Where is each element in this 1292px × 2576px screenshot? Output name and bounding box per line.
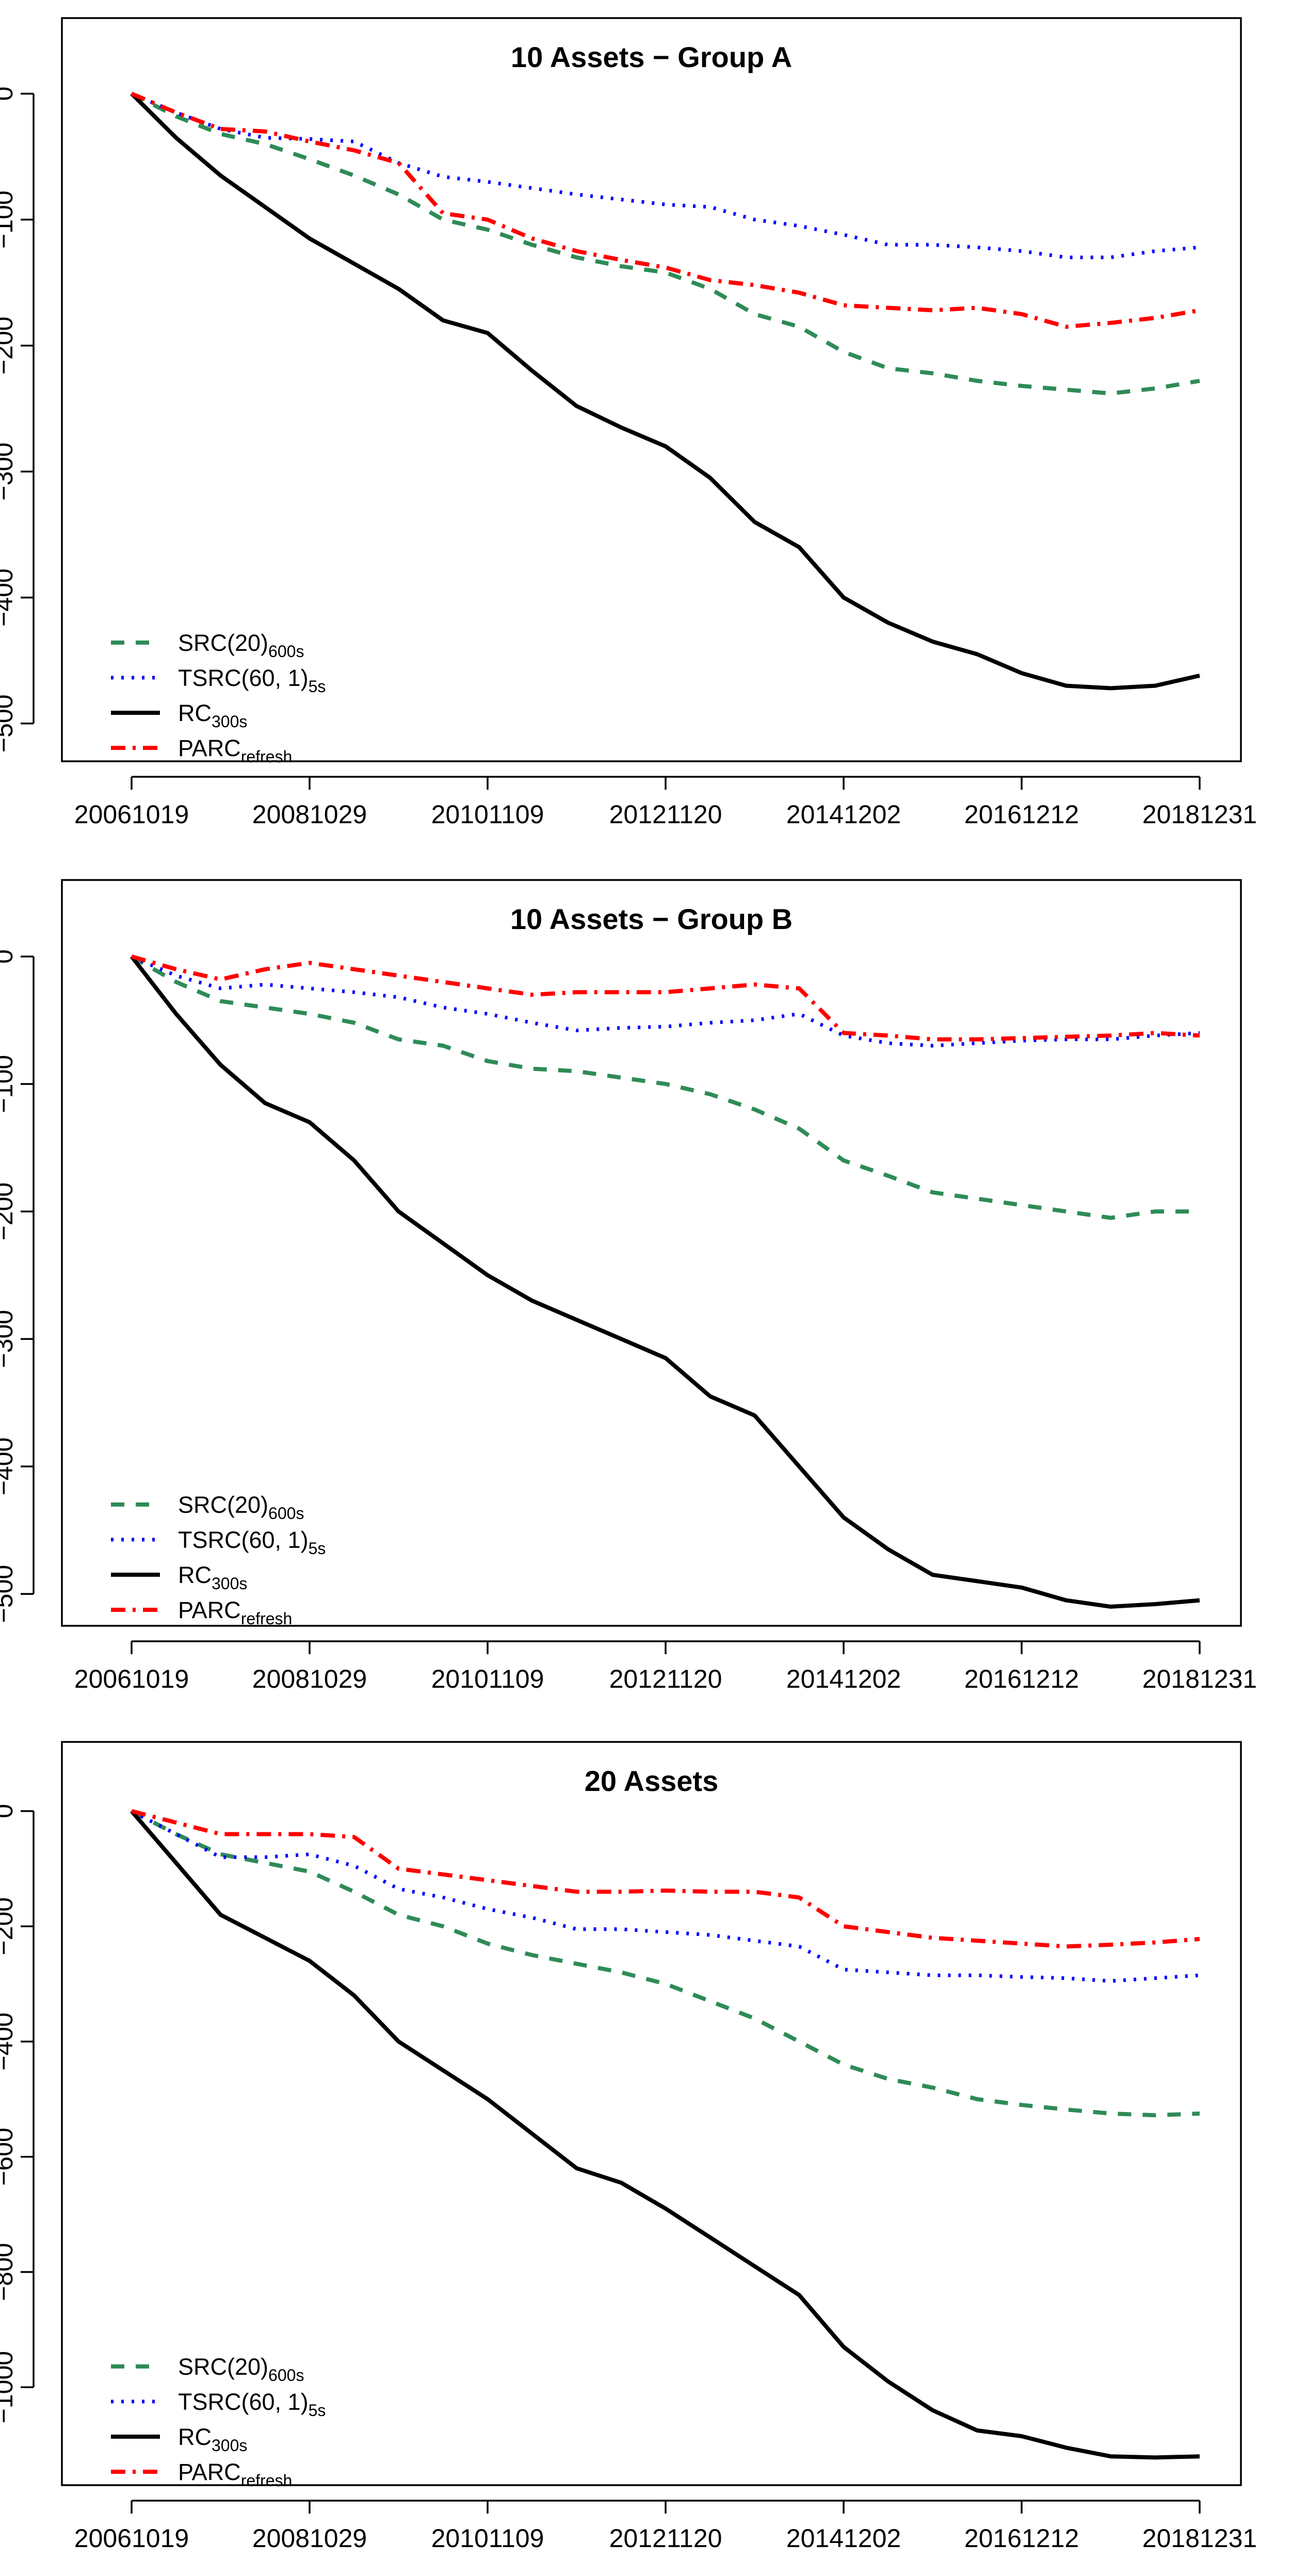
chart-title: 20 Assets	[585, 1765, 718, 1797]
x-tick-label: 20141202	[786, 800, 901, 829]
x-tick-label: 20081029	[252, 2524, 367, 2553]
y-tick-label: −300	[0, 442, 18, 501]
x-tick-label: 20081029	[252, 800, 367, 829]
y-tick-label: −1000	[0, 2351, 18, 2423]
y-tick-label: 0	[0, 87, 18, 101]
chart-panel-2: 10 Assets − Group B 0 −100 −200 −300 −400 −500…	[0, 879, 1257, 1693]
series-line-rc	[130, 1810, 1200, 2460]
legend-label-tsrc: TSRC(60, 1)5s	[178, 1527, 326, 1558]
x-tick-label: 20181231	[1142, 1665, 1257, 1693]
x-tick-label: 20101109	[431, 800, 544, 829]
legend-label-parc: PARCrefresh	[178, 1597, 292, 1628]
y-tick-label: 0	[0, 949, 18, 964]
series-line-parc	[131, 1809, 1200, 1949]
legend-label-src: SRC(20)600s	[178, 1492, 304, 1523]
y-tick-label: −400	[0, 2012, 18, 2071]
y-tick-label: −600	[0, 2127, 18, 2186]
series-line-rc	[130, 955, 1200, 1609]
chart-panel-1: 10 Assets − Group A 0 −100 −200 −300 −400 −500…	[0, 17, 1257, 829]
x-tick-label: 20121120	[609, 1665, 722, 1693]
y-tick-label: −800	[0, 2243, 18, 2301]
y-tick-label: −200	[0, 316, 18, 375]
legend: SRC(20)600s TSRC(60, 1)5s RC300s PARCrefres…	[111, 630, 326, 766]
legend-label-parc: PARCrefresh	[178, 735, 292, 766]
legend-label-src: SRC(20)600s	[178, 630, 304, 661]
legend-label-rc: RC300s	[178, 1562, 247, 1593]
y-tick-label: −100	[0, 190, 18, 249]
y-tick-label: −300	[0, 1310, 18, 1368]
series-line-rc	[130, 92, 1200, 691]
series-line-tsrc	[131, 954, 1200, 1048]
x-tick-label: 20121120	[609, 2524, 722, 2553]
legend-label-rc: RC300s	[178, 2424, 247, 2455]
legend-label-tsrc: TSRC(60, 1)5s	[178, 2389, 326, 2420]
legend: SRC(20)600s TSRC(60, 1)5s RC300s PARCrefres…	[111, 2354, 326, 2490]
y-tick-label: 0	[0, 1804, 18, 1818]
series-line-src	[131, 1809, 1200, 2118]
x-tick-label: 20061019	[74, 2524, 189, 2553]
chart-title: 10 Assets − Group A	[511, 41, 792, 73]
y-tick-label: −400	[0, 568, 18, 627]
series-line-src	[131, 91, 1200, 396]
series-line-src	[131, 954, 1200, 1220]
x-tick-label: 20181231	[1142, 2524, 1257, 2553]
y-tick-label: −200	[0, 1182, 18, 1241]
x-tick-label: 20101109	[431, 2524, 544, 2553]
x-tick-label: 20141202	[786, 2524, 901, 2553]
x-tick-label: 20161212	[964, 1665, 1079, 1693]
x-tick-label: 20141202	[786, 1665, 901, 1693]
y-tick-label: −400	[0, 1437, 18, 1496]
x-tick-label: 20101109	[431, 1665, 544, 1693]
y-tick-label: −200	[0, 1897, 18, 1956]
y-tick-label: −100	[0, 1055, 18, 1113]
legend-label-parc: PARCrefresh	[178, 2459, 292, 2490]
plot-frame	[61, 17, 1242, 762]
x-tick-label: 20181231	[1142, 800, 1257, 829]
y-tick-label: −500	[0, 1565, 18, 1623]
series-line-tsrc	[131, 1809, 1200, 1983]
plot-frame	[61, 879, 1242, 1627]
x-tick-label: 20061019	[74, 1665, 189, 1693]
legend-label-rc: RC300s	[178, 700, 247, 731]
x-tick-label: 20161212	[964, 2524, 1079, 2553]
plot-frame	[61, 1741, 1242, 2486]
chart-panel-3: 20 Assets 0 −200 −400 −600 −800 −1000 20061019 2…	[0, 1741, 1257, 2553]
x-tick-label: 20161212	[964, 800, 1079, 829]
legend-label-src: SRC(20)600s	[178, 2354, 304, 2385]
x-tick-label: 20081029	[252, 1665, 367, 1693]
legend-label-tsrc: TSRC(60, 1)5s	[178, 665, 326, 696]
series-line-tsrc	[131, 92, 1200, 260]
x-tick-label: 20121120	[609, 800, 722, 829]
chart-title: 10 Assets − Group B	[510, 903, 793, 935]
series-line-parc	[131, 91, 1200, 329]
legend: SRC(20)600s TSRC(60, 1)5s RC300s PARCrefres…	[111, 1492, 326, 1628]
y-tick-label: −500	[0, 694, 18, 753]
series-line-parc	[131, 954, 1200, 1042]
x-tick-label: 20061019	[74, 800, 189, 829]
